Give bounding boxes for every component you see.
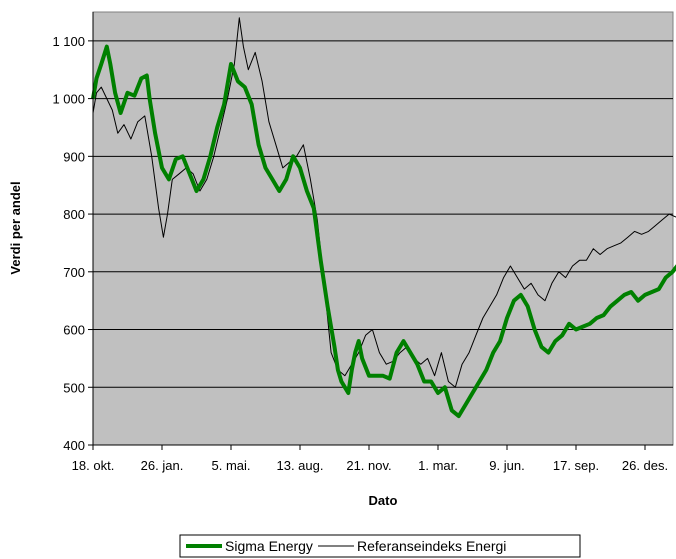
gridlines [93,40,673,388]
y-tick-label: 1 000 [52,92,85,107]
x-tick-label: 1. mar. [418,458,458,473]
x-tick-label: 26. jan. [141,458,184,473]
x-tick-label: 17. sep. [553,458,599,473]
legend-label-referanseindeks-energi: Referanseindeks Energi [357,538,506,554]
y-tick-label: 600 [63,323,85,338]
y-tick-label: 800 [63,207,85,222]
legend-box [179,534,581,558]
legend: Sigma Energy Referanseindeks Energi [179,534,581,558]
y-ticks: 400 500 600 700 800 900 1 000 1 100 [52,34,93,453]
y-tick-label: 900 [63,149,85,164]
x-ticks: 18. okt. 26. jan. 5. mai. 13. aug. 21. nov. 1… [72,445,668,473]
series-layer [91,17,676,419]
y-tick-label: 400 [63,438,85,453]
y-tick-label: 500 [63,380,85,395]
series-line-sigma-energy [91,44,676,419]
legend-label-sigma-energy: Sigma Energy [225,538,313,554]
x-tick-label: 9. jun. [489,458,524,473]
y-axis-title: Verdi per andel [8,181,23,274]
x-tick-label: 21. nov. [346,458,391,473]
x-axis-title: Dato [369,493,398,508]
x-tick-label: 5. mai. [211,458,250,473]
x-tick-label: 26. des. [622,458,668,473]
y-tick-label: 700 [63,265,85,280]
x-tick-label: 13. aug. [277,458,324,473]
plot-area [92,11,674,446]
x-tick-label: 18. okt. [72,458,115,473]
y-tick-label: 1 100 [52,34,85,49]
